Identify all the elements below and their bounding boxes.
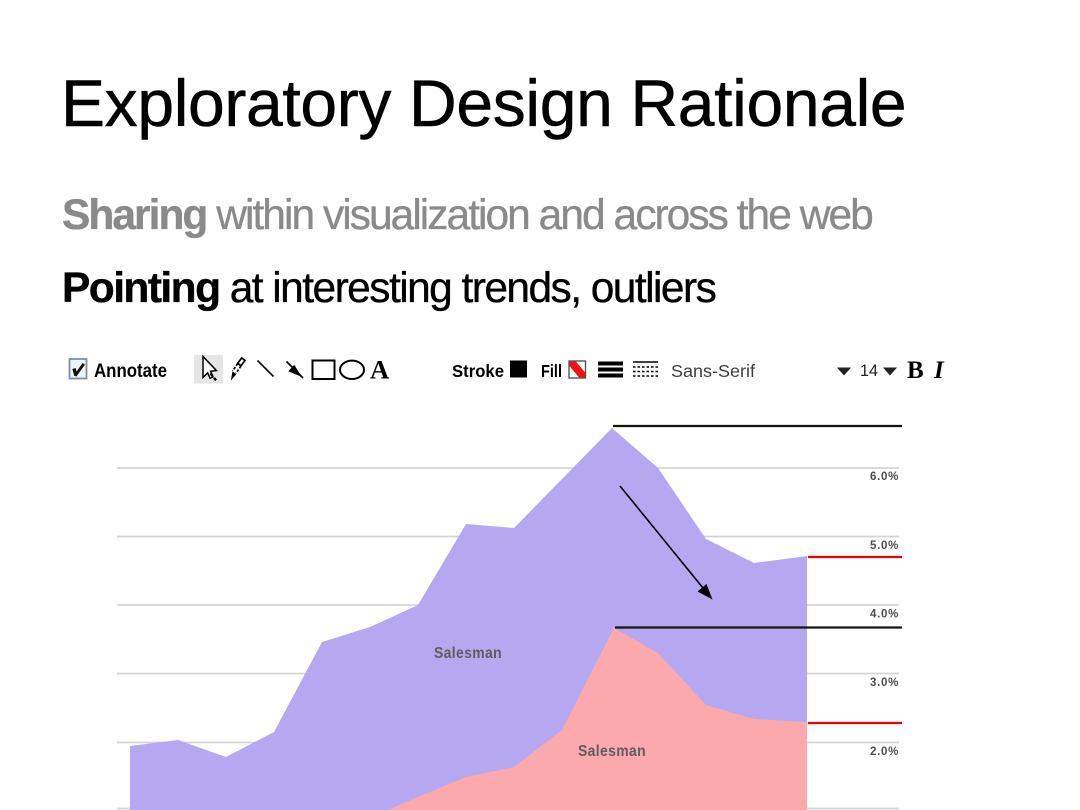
- svg-text:B: B: [907, 357, 924, 384]
- svg-text:14: 14: [860, 362, 878, 380]
- svg-text:A: A: [370, 355, 389, 385]
- svg-text:4.0%: 4.0%: [870, 609, 899, 621]
- svg-text:Salesman: Salesman: [434, 645, 502, 662]
- svg-text:6.0%: 6.0%: [870, 471, 899, 483]
- svg-text:2.0%: 2.0%: [870, 746, 899, 758]
- svg-text:5.0%: 5.0%: [870, 540, 899, 552]
- svg-text:I: I: [933, 357, 945, 384]
- svg-text:Annotate: Annotate: [94, 361, 167, 382]
- svg-text:Stroke: Stroke: [452, 361, 504, 381]
- svg-text:Salesman: Salesman: [578, 743, 646, 760]
- svg-text:3.0%: 3.0%: [870, 677, 899, 689]
- svg-text:Sans-Serif: Sans-Serif: [671, 361, 755, 381]
- svg-text:Fill: Fill: [541, 361, 562, 381]
